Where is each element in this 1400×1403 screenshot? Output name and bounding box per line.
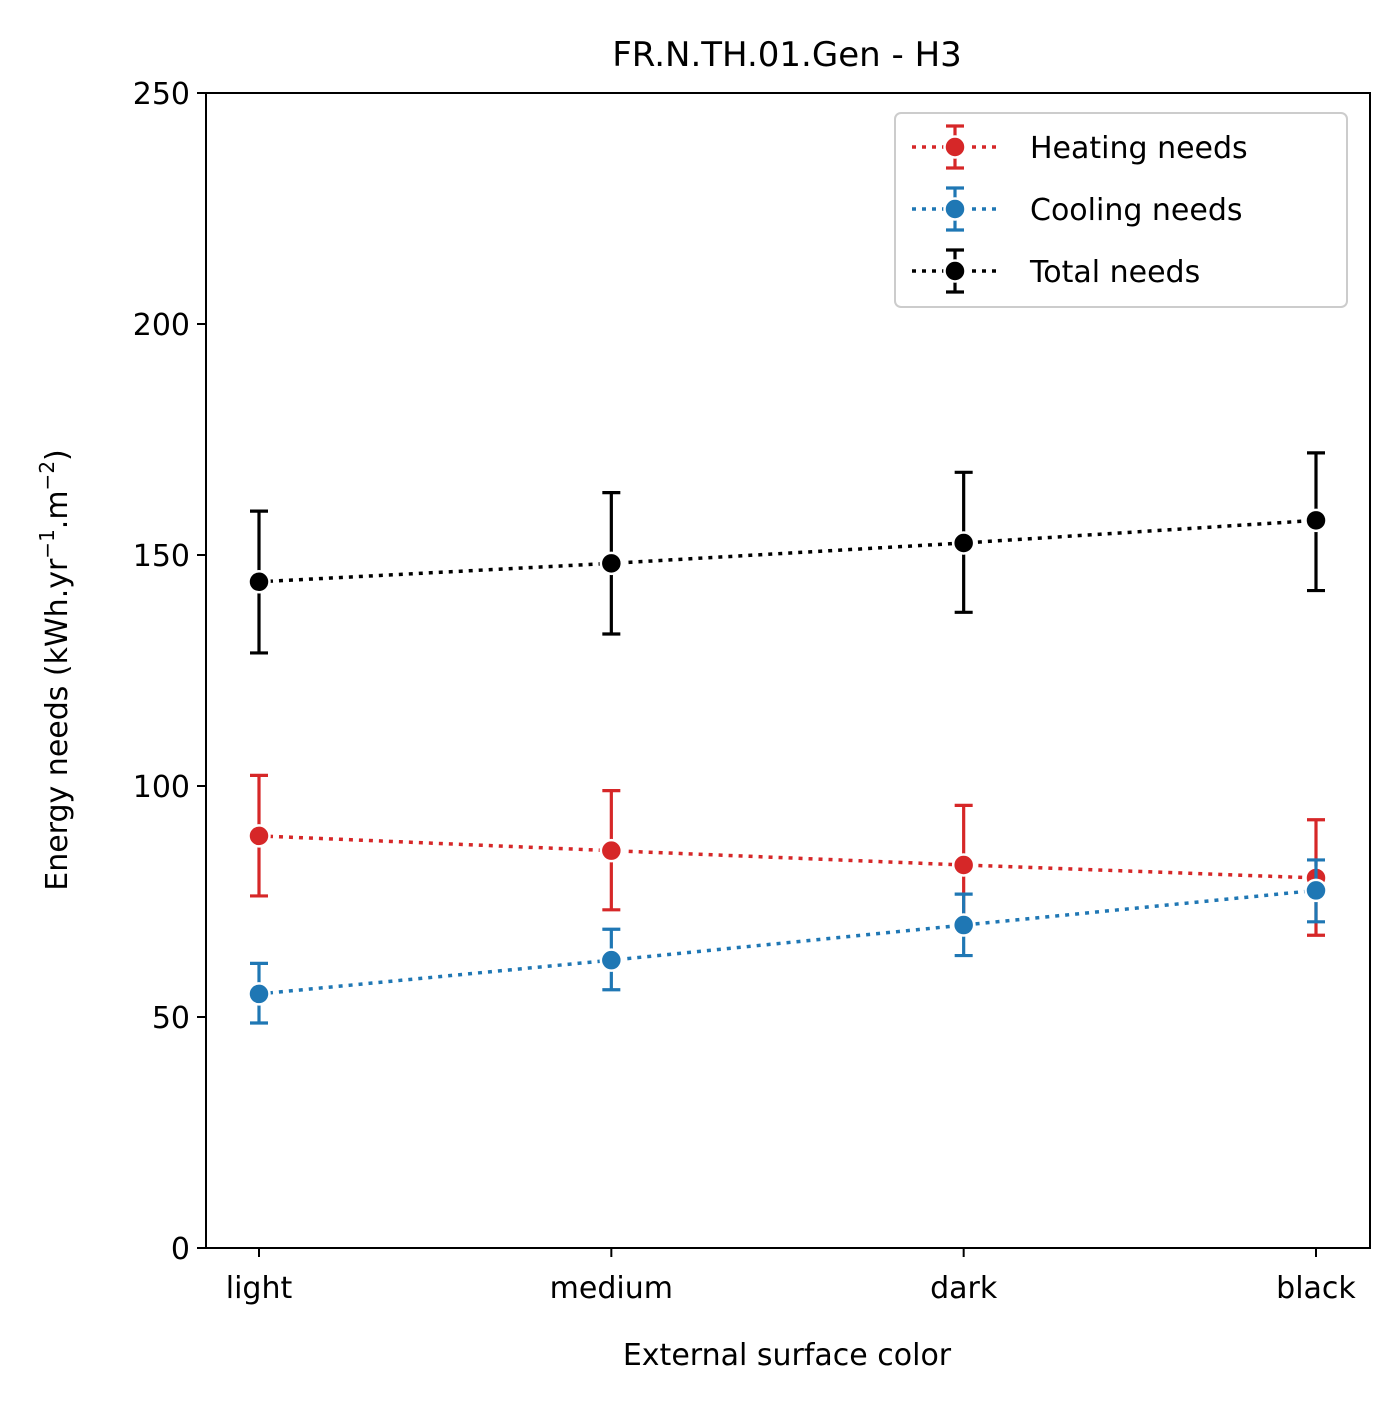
cooling-needs-series <box>247 858 1328 1025</box>
legend-item-heating-needs: Heating needs <box>912 124 1248 170</box>
y-tick-label: 250 <box>133 77 190 112</box>
legend: Heating needs Cooling needs Total needs <box>894 112 1348 308</box>
cooling-needs-point <box>951 913 976 937</box>
total-needs-line <box>258 518 1317 584</box>
cooling-needs-point <box>247 982 271 1006</box>
y-axis-label-end: ) <box>40 449 75 461</box>
cooling-needs-point <box>1304 878 1328 903</box>
x-tick-label: light <box>226 1271 293 1306</box>
heating-needs-series <box>247 773 1328 937</box>
legend-swatch-marker <box>943 259 967 283</box>
heating-needs-point <box>599 838 624 863</box>
y-tick-label: 100 <box>133 770 190 805</box>
chart-title: FR.N.TH.01.Gen - H3 <box>612 35 962 75</box>
plot-area <box>247 451 1328 1025</box>
axes: 0 50 100 150 200 250 light medium dark black <box>133 77 1357 1306</box>
total-needs-series <box>247 451 1328 655</box>
y-tick-label: 200 <box>133 308 190 343</box>
x-tick-label: dark <box>930 1271 998 1306</box>
plot-frame <box>205 92 1371 1249</box>
heating-needs-line <box>258 834 1317 880</box>
total-needs-point <box>247 570 271 594</box>
y-tick-label: 0 <box>171 1232 190 1267</box>
x-tick-label: medium <box>550 1271 673 1306</box>
legend-label: Cooling needs <box>1030 193 1243 228</box>
y-axis-label: Energy needs (kWh.yr−1.m−2) <box>35 449 75 891</box>
y-axis-label-sup2: −2 <box>35 461 59 490</box>
total-needs-point <box>599 551 624 576</box>
y-tick-label: 50 <box>152 1001 190 1036</box>
cooling-needs-point <box>599 948 624 972</box>
legend-label: Total needs <box>1029 255 1200 290</box>
legend-frame <box>894 112 1348 308</box>
y-axis-label-sup1: −1 <box>35 529 59 558</box>
legend-swatch-marker <box>943 197 967 221</box>
legend-item-total-needs: Total needs <box>912 248 1200 294</box>
total-needs-point <box>1304 508 1328 533</box>
total-needs-point <box>951 531 976 555</box>
cooling-needs-line <box>258 888 1317 996</box>
x-tick-label: black <box>1276 1271 1356 1306</box>
legend-swatch-marker <box>943 135 967 159</box>
heating-needs-point <box>951 853 976 877</box>
legend-label: Heating needs <box>1030 131 1248 166</box>
y-axis-label-mid: .m <box>40 490 75 529</box>
heating-needs-point <box>247 824 271 848</box>
y-tick-label: 150 <box>133 539 190 574</box>
x-axis-label: External surface color <box>623 1338 952 1373</box>
y-axis-label-main: Energy needs (kWh.yr <box>40 558 75 891</box>
legend-item-cooling-needs: Cooling needs <box>912 186 1243 232</box>
